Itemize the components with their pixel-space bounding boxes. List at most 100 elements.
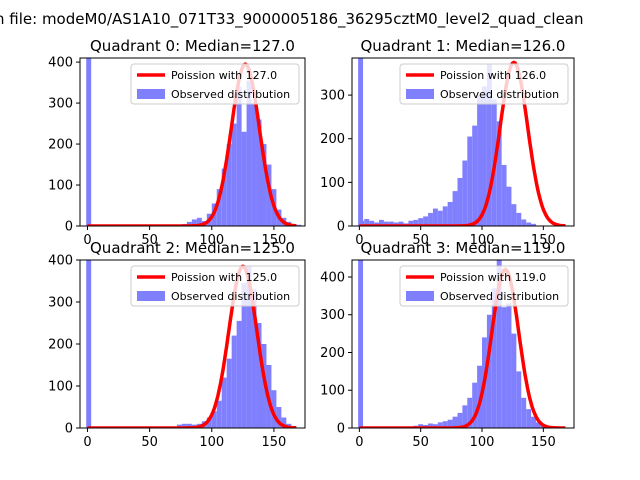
axes-frame — [79, 57, 306, 227]
histogram-bar — [364, 219, 370, 226]
histogram-bar — [206, 417, 212, 428]
histogram-bar — [196, 217, 202, 226]
histogram-bar — [447, 419, 453, 428]
histogram-bar — [246, 80, 252, 226]
histogram-bar — [226, 144, 232, 226]
histogram-bar — [256, 119, 262, 226]
histogram-bar — [423, 216, 429, 226]
chart-title: Quadrant 0: Median=127.0 — [90, 37, 295, 55]
histogram-bar — [276, 407, 282, 428]
y-tick-label: 100 — [48, 380, 73, 395]
histogram-bar — [216, 400, 222, 428]
x-tick-label: 0 — [83, 435, 91, 450]
histogram-bar — [467, 136, 473, 226]
x-tick-label: 150 — [531, 435, 556, 450]
histogram-bar — [452, 191, 458, 226]
histogram-bar — [486, 64, 492, 226]
legend: Poission with 126.0 Observed distribution — [399, 63, 569, 105]
histogram-bar — [462, 160, 468, 226]
y-tick-label: 400 — [48, 56, 73, 71]
histogram-bar — [186, 423, 192, 428]
x-tick-label: 50 — [141, 435, 158, 450]
histogram-bar — [437, 210, 443, 226]
legend: Poission with 119.0 Observed distribution — [399, 265, 569, 307]
legend-label-observed: Observed distribution — [171, 88, 290, 101]
x-tick-label: 0 — [355, 233, 363, 248]
histogram-bar — [191, 219, 197, 226]
histogram-bar — [256, 323, 262, 428]
histogram-bar — [236, 86, 242, 226]
histogram-bar — [251, 103, 257, 226]
x-tick-label: 50 — [141, 233, 158, 248]
histogram-bar — [535, 422, 541, 428]
y-tick-label: 100 — [320, 384, 345, 399]
x-tick-label: 50 — [412, 233, 429, 248]
legend-swatch-observed — [137, 89, 165, 99]
histogram-bar — [472, 125, 478, 226]
plot-area — [358, 260, 566, 428]
histogram-bar — [437, 422, 443, 428]
histogram-bar — [428, 212, 433, 226]
histogram-bar — [516, 212, 522, 226]
poisson-curve — [359, 267, 566, 428]
legend-swatch-observed — [137, 291, 165, 301]
histogram-bar — [452, 416, 458, 428]
x-tick-label: 100 — [199, 435, 224, 450]
histogram-bar — [241, 131, 247, 226]
y-tick-label: 100 — [320, 176, 345, 191]
legend-box — [130, 265, 300, 307]
y-tick-label: 300 — [320, 89, 345, 104]
y-tick-label: 0 — [337, 422, 345, 437]
x-tick-label: 50 — [412, 435, 429, 450]
histogram-bar — [506, 186, 512, 226]
histogram-bar — [281, 417, 287, 428]
chart-title: Quadrant 3: Median=119.0 — [361, 239, 566, 257]
x-tick-label: 100 — [470, 233, 495, 248]
x-tick-label: 100 — [470, 435, 495, 450]
histogram-bar — [428, 423, 433, 428]
legend-label-poisson: Poission with 127.0 — [171, 69, 277, 82]
histogram-bar — [526, 222, 532, 226]
x-tick-label: 100 — [199, 233, 224, 248]
chart-panel-1: 0 50 100 150 0 100 200 300 Poission with 126.0 Ob… — [320, 37, 575, 248]
histogram-bar — [521, 397, 527, 428]
histogram-bar-zero — [86, 260, 92, 428]
histogram-bar — [236, 320, 242, 428]
histogram-bar — [521, 219, 527, 226]
histogram-bar — [296, 224, 302, 226]
histogram-bar — [477, 95, 483, 226]
y-tick-label: 200 — [320, 346, 345, 361]
histogram-bar — [516, 371, 522, 428]
histogram-bar — [408, 220, 414, 226]
x-tick-label: 150 — [531, 233, 556, 248]
histogram-bar — [369, 220, 375, 226]
legend: Poission with 127.0 Observed distribution — [130, 63, 300, 105]
histogram-bar-zero — [358, 58, 364, 226]
x-tick-label: 150 — [262, 233, 287, 248]
histogram-bar — [378, 219, 384, 226]
subplot-grid: 0 50 100 150 0 100 200 300 400 Poission with 127.… — [48, 37, 575, 450]
legend-box — [399, 265, 569, 307]
histogram-bar — [181, 423, 187, 428]
histogram-bar — [506, 303, 512, 428]
legend-label-poisson: Poission with 126.0 — [440, 69, 546, 82]
legend-label-observed: Observed distribution — [171, 290, 290, 303]
histogram-bar — [388, 221, 394, 226]
y-tick-label: 100 — [48, 179, 73, 194]
x-tick-label: 0 — [355, 435, 363, 450]
histogram-bar — [211, 411, 217, 428]
legend-label-observed: Observed distribution — [440, 88, 559, 101]
histogram-bar — [231, 123, 237, 226]
chart-title: Quadrant 2: Median=125.0 — [90, 239, 295, 257]
histogram-bar-zero — [86, 58, 92, 226]
histogram-bar — [413, 219, 419, 226]
y-tick-label: 300 — [48, 97, 73, 112]
histogram-bar — [231, 335, 237, 428]
y-tick-label: 200 — [48, 138, 73, 153]
chart-title: Quadrant 1: Median=126.0 — [361, 37, 566, 55]
histogram-bar-zero — [358, 260, 364, 428]
histogram-bar — [241, 283, 247, 428]
axes-frame — [351, 57, 575, 227]
histogram-bar — [271, 390, 277, 428]
